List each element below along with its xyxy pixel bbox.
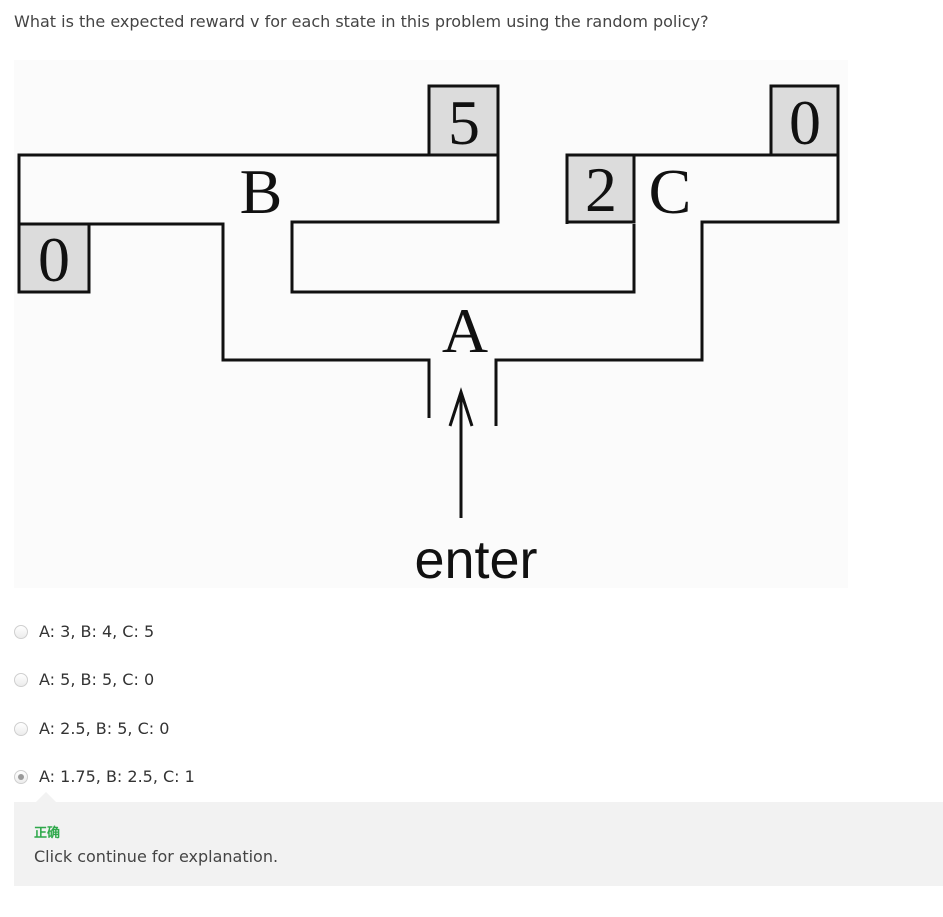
reward-box-c <box>565 153 636 224</box>
answer-option-label: A: 3, B: 4, C: 5 <box>39 622 155 641</box>
radio-button[interactable] <box>14 673 28 687</box>
radio-button-selected[interactable] <box>14 770 28 784</box>
answer-option-1[interactable]: A: 3, B: 4, C: 5 <box>14 622 414 646</box>
maze-diagram: 5 0 0 2 B C A enter <box>14 60 848 588</box>
answer-option-2[interactable]: A: 5, B: 5, C: 0 <box>14 670 414 694</box>
maze-wall-inner-left <box>87 222 431 418</box>
state-label-a: A <box>442 295 488 366</box>
state-label-c: C <box>649 156 692 227</box>
enter-label: enter <box>414 530 537 588</box>
answer-option-4[interactable]: A: 1.75, B: 2.5, C: 1 <box>14 767 414 791</box>
answer-option-label: A: 1.75, B: 2.5, C: 1 <box>39 767 195 786</box>
entry-arrow <box>448 387 474 518</box>
reward-box-top-right <box>769 84 840 157</box>
feedback-status: 正确 <box>34 826 61 841</box>
feedback-message: Click continue for explanation. <box>34 847 279 866</box>
reward-value-left: 0 <box>38 224 70 295</box>
reward-value-c: 2 <box>585 154 617 225</box>
answer-option-3[interactable]: A: 2.5, B: 5, C: 0 <box>14 719 414 743</box>
maze-wall-b-corridor <box>290 155 636 294</box>
feedback-panel: 正确 Click continue for explanation. <box>14 792 943 886</box>
answer-option-label: A: 2.5, B: 5, C: 0 <box>39 719 170 738</box>
reward-box-top-middle <box>427 84 500 157</box>
radio-button[interactable] <box>14 625 28 639</box>
reward-box-left <box>17 222 91 294</box>
reward-value-top-middle: 5 <box>448 87 480 158</box>
radio-button[interactable] <box>14 722 28 736</box>
question-text: What is the expected reward v for each s… <box>14 12 709 31</box>
feedback-pointer <box>36 792 56 802</box>
state-label-b: B <box>240 156 283 227</box>
maze-wall-right-side <box>494 155 840 426</box>
reward-value-top-right: 0 <box>789 87 821 158</box>
answer-option-label: A: 5, B: 5, C: 0 <box>39 670 155 689</box>
